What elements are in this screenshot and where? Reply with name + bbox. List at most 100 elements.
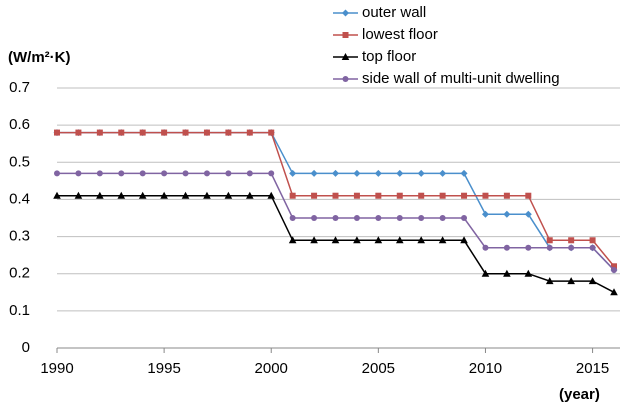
marker [568,237,575,244]
marker [342,9,349,17]
marker [332,192,339,199]
marker [568,244,575,251]
y-tick-label: 0 [22,339,30,356]
marker [418,215,425,221]
marker [225,170,232,177]
marker [545,277,554,285]
marker [224,191,233,199]
marker [418,192,425,199]
marker [138,191,147,199]
y-tick-label: 0.6 [9,116,30,133]
y-tick-label: 0.2 [9,265,30,282]
marker [353,169,361,177]
marker [139,170,146,177]
marker [353,215,360,221]
marker [525,192,532,199]
marker [589,237,596,244]
marker [611,267,617,273]
marker [567,277,575,285]
marker [503,269,511,277]
legend-label: top floor [362,48,416,65]
marker [439,215,446,221]
x-tick-label: 2015 [576,360,609,377]
marker [375,215,382,221]
marker [460,236,468,244]
marker [342,32,349,38]
marker [332,215,339,221]
marker [417,169,425,177]
y-tick-label: 0.4 [9,190,30,207]
marker [439,192,446,199]
x-tick-label: 2005 [362,360,395,377]
marker [503,244,510,251]
marker [396,169,404,177]
marker [374,169,382,177]
marker [341,53,350,60]
legend-label: side wall of multi-unit dwelling [362,70,560,87]
marker [161,170,168,177]
marker [182,170,189,177]
marker [288,236,297,244]
marker [75,129,82,136]
x-axis-label: (year) [559,386,600,403]
marker [96,191,104,199]
marker [289,215,296,221]
marker [374,236,383,244]
marker [181,191,190,199]
marker [160,191,168,199]
y-tick-label: 0.7 [9,79,30,96]
marker [118,129,125,136]
marker [75,170,82,177]
marker [503,192,510,199]
legend-label: lowest floor [362,26,438,43]
y-tick-label: 0.5 [9,153,30,170]
marker [310,169,318,177]
marker [161,129,168,136]
marker [267,191,276,199]
marker [396,192,403,199]
x-tick-label: 2010 [469,360,502,377]
marker [610,288,618,296]
marker [503,210,511,218]
marker [546,237,553,244]
marker [460,169,468,177]
marker [54,170,60,177]
marker [246,170,253,177]
marker [439,169,447,177]
marker [524,210,532,218]
marker [311,192,318,199]
marker [310,236,318,244]
marker [96,170,103,177]
marker [289,192,296,199]
marker [96,129,103,136]
marker [461,192,468,199]
marker [139,129,146,136]
x-tick-label: 1990 [40,360,73,377]
marker [203,191,211,199]
marker [461,215,468,221]
marker [611,263,617,270]
marker [246,129,253,136]
marker [396,215,403,221]
marker [417,236,425,244]
marker [525,244,532,251]
marker [331,236,340,244]
x-tick-label: 1995 [147,360,180,377]
y-axis-label: (W/m²·K) [8,49,70,66]
marker [54,129,60,136]
marker [268,170,275,177]
marker [481,269,490,277]
legend-label: outer wall [362,4,426,21]
series-line [57,194,615,293]
marker [268,129,275,136]
marker [395,236,404,244]
marker [353,236,361,244]
y-tick-label: 0.3 [9,228,30,245]
marker [342,76,349,82]
marker [203,129,210,136]
marker [117,191,126,199]
marker [482,192,489,199]
marker [524,269,533,277]
series-line [57,172,615,271]
